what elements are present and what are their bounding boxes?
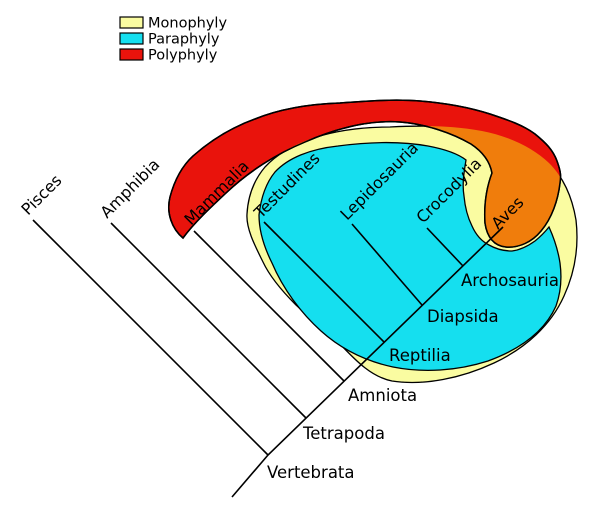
branch-mammalia [193,230,345,382]
clade-label-amniota: Amniota [348,386,417,405]
branch-pisces [32,219,269,456]
clade-label-reptilia: Reptilia [389,346,451,365]
legend-swatch-paraphyly [119,32,144,45]
paraphyly-region [258,141,562,372]
clade-label-vertebrata: Vertebrata [267,463,355,482]
branch-lepidosauria [351,223,423,306]
clade-label-archosauria: Archosauria [461,271,559,290]
legend-label-paraphyly: Paraphyly [148,32,220,48]
legend-label-monophyly: Monophyly [148,16,227,32]
label-amphibia: Amphibia [96,155,163,222]
legend-label-polyphyly: Polyphyly [148,48,218,64]
legend-swatch-monophyly [119,16,144,29]
branch-testudines [263,221,385,343]
polyphyly-region-outline [168,99,562,248]
clade-label-tetrapoda: Tetrapoda [302,424,385,443]
legend: Monophyly Paraphyly Polyphyly [119,16,227,64]
branch-crocodylia [426,227,464,267]
legend-swatch-polyphyly [119,48,144,61]
clade-label-diapsida: Diapsida [427,307,499,326]
branch-amphibia [110,222,307,419]
label-pisces: Pisces [17,171,65,219]
